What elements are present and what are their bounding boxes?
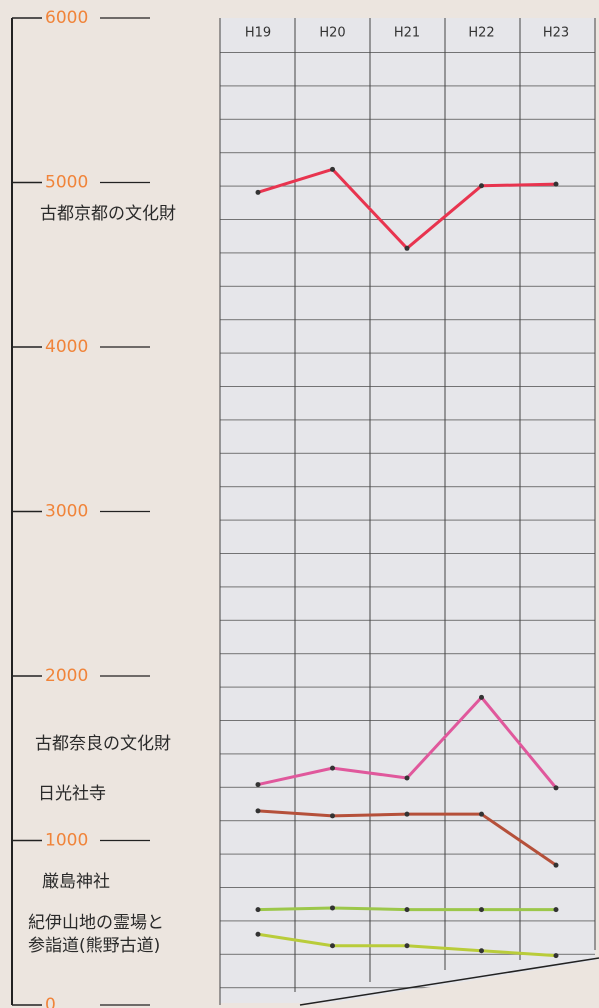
- data-point: [479, 183, 484, 189]
- data-point: [479, 907, 484, 913]
- data-point: [255, 931, 261, 937]
- data-point: [404, 775, 410, 781]
- y-tick-label: 5000: [45, 173, 88, 193]
- series-label: 日光社寺: [38, 784, 106, 804]
- cut-edge: [299, 957, 599, 1006]
- series-label: 紀伊山地の霊場と参詣道(熊野古道): [28, 913, 164, 956]
- grid-rows: [220, 52, 595, 992]
- cut-fill: [300, 960, 599, 1008]
- data-point: [330, 166, 335, 172]
- data-point: [479, 694, 484, 700]
- data-point: [404, 811, 410, 817]
- x-tick-label: H21: [394, 26, 420, 41]
- x-tick-label: H20: [319, 26, 345, 41]
- data-point: [553, 181, 559, 187]
- data-point: [479, 948, 484, 954]
- data-point: [553, 862, 559, 868]
- y-tick-label: 2000: [45, 666, 88, 686]
- y-tick-label: 4000: [45, 337, 88, 357]
- y-tick-label: 6000: [45, 8, 88, 28]
- data-point: [255, 808, 261, 814]
- y-tick-label: 3000: [45, 502, 88, 522]
- x-tick-label: H22: [468, 26, 494, 41]
- series-label: 古都奈良の文化財: [35, 734, 171, 754]
- series-label: 古都京都の文化財: [40, 204, 176, 224]
- data-point: [553, 785, 559, 791]
- data-point: [255, 782, 261, 788]
- data-point: [404, 943, 410, 949]
- data-point: [330, 765, 335, 771]
- y-tick-label: 1000: [45, 831, 88, 851]
- y-tick-label: 0: [45, 995, 56, 1008]
- data-point: [330, 905, 335, 911]
- data-point: [479, 811, 484, 817]
- data-point: [553, 953, 559, 959]
- data-point: [330, 813, 335, 819]
- data-point: [404, 907, 410, 913]
- x-tick-label: H23: [543, 26, 569, 41]
- data-point: [255, 907, 261, 913]
- x-tick-label: H19: [245, 26, 271, 41]
- data-point: [330, 943, 335, 949]
- data-point: [255, 189, 261, 195]
- data-point: [404, 245, 410, 251]
- series-label: 厳島神社: [42, 872, 110, 892]
- data-point: [553, 907, 559, 913]
